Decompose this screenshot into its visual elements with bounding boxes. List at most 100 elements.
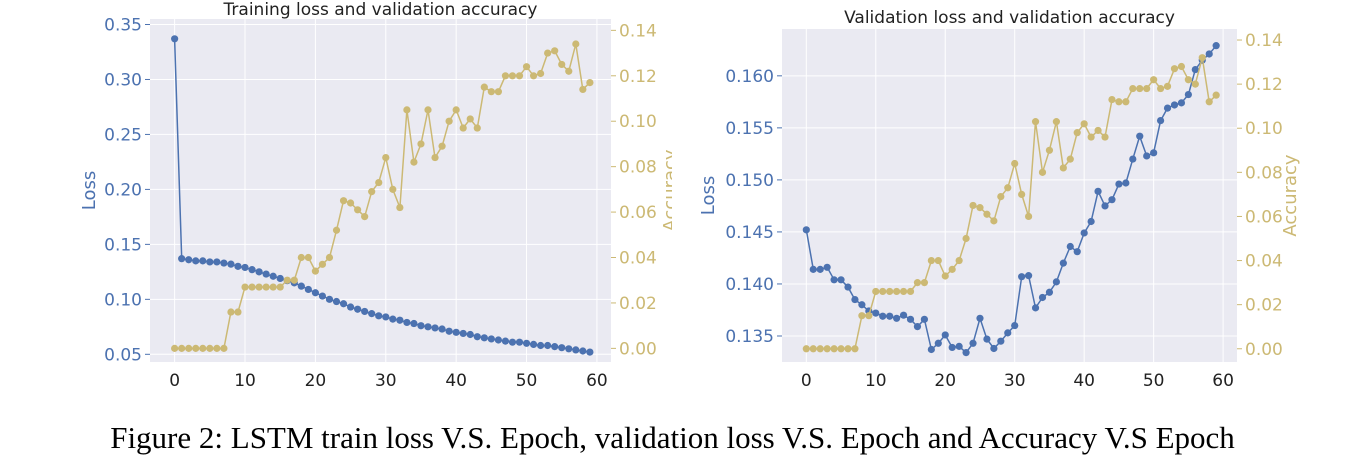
loss-point (501, 337, 510, 345)
accuracy-point (171, 344, 179, 352)
accuracy-point (565, 67, 573, 75)
loss-point (389, 315, 397, 323)
loss-point (1177, 99, 1186, 107)
loss-point (297, 282, 305, 290)
loss-point (1080, 229, 1088, 237)
accuracy-point (1018, 190, 1026, 198)
accuracy-point (1059, 164, 1067, 172)
accuracy-point (424, 106, 432, 114)
y2-tick-label: 0.10 (619, 112, 657, 132)
accuracy-point (325, 253, 334, 262)
accuracy-point (346, 199, 355, 207)
y2-tick-label: 0.02 (1245, 296, 1283, 316)
accuracy-point (389, 185, 397, 193)
accuracy-point (830, 345, 838, 353)
accuracy-point (1087, 133, 1095, 141)
loss-point (558, 344, 566, 352)
y-axis-label: Loss (698, 176, 719, 215)
accuracy-point (1122, 98, 1130, 106)
loss-point (579, 347, 587, 355)
loss-point (346, 303, 355, 311)
accuracy-point (255, 283, 263, 291)
accuracy-point (185, 344, 193, 352)
accuracy-point (515, 72, 524, 80)
x-tick-label: 0 (801, 371, 812, 391)
loss-point (213, 258, 221, 266)
y2-tick-label: 0.10 (1245, 119, 1283, 139)
y-tick-label: 0.135 (725, 327, 774, 347)
accuracy-point (1191, 80, 1199, 88)
loss-point (318, 292, 327, 300)
loss-point (1025, 272, 1033, 280)
loss-point (473, 333, 481, 341)
loss-point (872, 309, 880, 317)
loss-point (802, 226, 810, 234)
y2-axis-label: Accuracy (660, 149, 672, 232)
y2-axis-label: Accuracy (1280, 154, 1301, 237)
accuracy-point (1198, 54, 1206, 62)
loss-point (990, 344, 998, 353)
loss-point (809, 265, 817, 273)
y2-tick-label: 0.04 (1245, 252, 1283, 272)
accuracy-point (886, 287, 894, 296)
accuracy-point (354, 206, 362, 214)
y-tick-label: 0.20 (104, 180, 142, 200)
accuracy-point (241, 283, 249, 291)
loss-point (1094, 187, 1102, 195)
accuracy-point (339, 197, 348, 205)
loss-point (920, 315, 929, 323)
loss-point (1073, 248, 1081, 256)
accuracy-point (311, 267, 319, 275)
loss-point (976, 314, 984, 322)
loss-point (424, 323, 432, 331)
loss-point (361, 307, 369, 316)
loss-point (375, 312, 383, 320)
accuracy-point (579, 85, 587, 94)
loss-point (586, 348, 594, 356)
loss-point (459, 329, 467, 338)
accuracy-point (396, 203, 404, 212)
loss-point (1031, 304, 1040, 312)
loss-point (1045, 288, 1054, 296)
loss-point (234, 262, 242, 270)
loss-point (1184, 90, 1192, 99)
y2-tick-label: 0.12 (1245, 75, 1283, 95)
loss-point (1143, 152, 1151, 160)
y-tick-label: 0.160 (725, 67, 774, 87)
accuracy-point (459, 124, 467, 132)
accuracy-point (1004, 184, 1012, 192)
accuracy-point (941, 272, 949, 280)
chart-title: Training loss and validation accuracy (223, 0, 538, 20)
loss-point (899, 311, 908, 319)
accuracy-point (962, 234, 970, 243)
loss-point (927, 345, 935, 354)
accuracy-point (809, 345, 817, 353)
accuracy-point (1045, 146, 1054, 154)
loss-point (983, 335, 991, 343)
accuracy-point (473, 124, 481, 132)
loss-point (1038, 293, 1047, 302)
loss-point (886, 312, 894, 320)
training-loss-chart: 0.05 0.10 0.15 0.20 0.25 0.30 0.35 0.00 0.02 0.04… (79, 0, 672, 391)
accuracy-point (997, 193, 1005, 201)
plot-area (782, 29, 1237, 362)
loss-point (508, 338, 517, 346)
accuracy-point (1184, 76, 1192, 84)
accuracy-point (1136, 84, 1144, 93)
accuracy-point (304, 253, 312, 262)
accuracy-point (544, 49, 552, 57)
loss-point (572, 346, 580, 354)
loss-point (515, 338, 524, 346)
accuracy-point (837, 345, 845, 353)
loss-point (1018, 273, 1026, 281)
accuracy-point (1025, 212, 1033, 221)
accuracy-point (445, 117, 453, 125)
loss-point (220, 259, 228, 267)
loss-point (1122, 179, 1130, 187)
loss-point (823, 263, 831, 271)
x-tick-label: 50 (1143, 371, 1165, 391)
y-axis-label: Loss (79, 171, 100, 210)
loss-point (955, 342, 963, 350)
loss-point (431, 324, 439, 332)
loss-point (1059, 259, 1067, 267)
